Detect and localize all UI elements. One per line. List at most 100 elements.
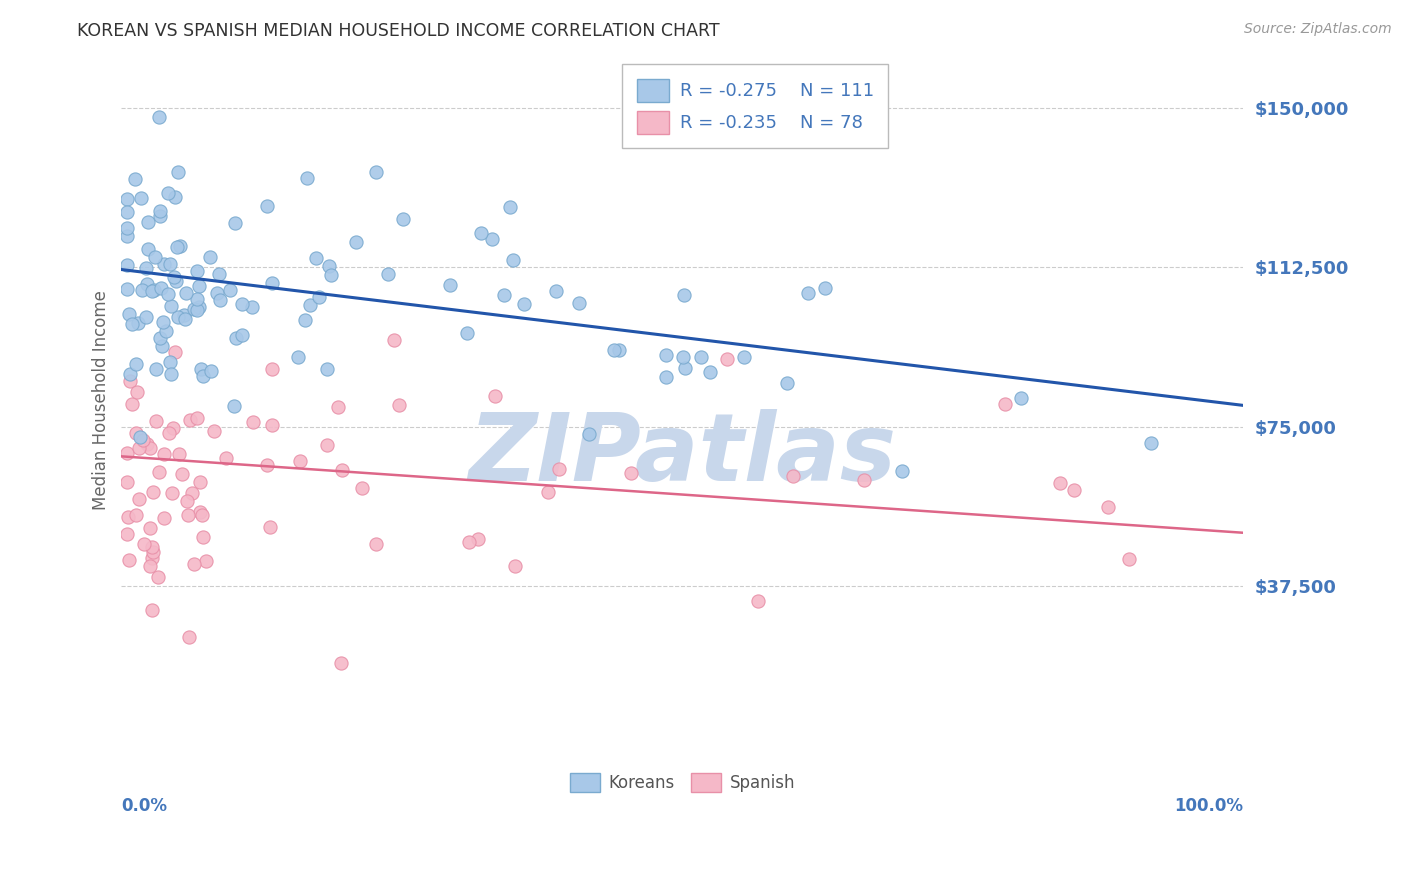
Point bbox=[128, 442, 150, 456]
Point bbox=[183, 301, 205, 316]
Point bbox=[135, 437, 157, 451]
Point bbox=[150, 339, 173, 353]
Point bbox=[191, 508, 214, 522]
Point bbox=[180, 485, 202, 500]
Point bbox=[321, 268, 343, 282]
Point bbox=[225, 331, 247, 345]
Point bbox=[186, 302, 208, 317]
Point bbox=[673, 361, 696, 376]
Point bbox=[136, 242, 159, 256]
Point bbox=[481, 232, 503, 246]
Text: KOREAN VS SPANISH MEDIAN HOUSEHOLD INCOME CORRELATION CHART: KOREAN VS SPANISH MEDIAN HOUSEHOLD INCOM… bbox=[77, 22, 720, 40]
Point bbox=[891, 464, 914, 478]
Point bbox=[503, 558, 526, 573]
Point bbox=[467, 532, 489, 546]
Point bbox=[814, 281, 837, 295]
Point bbox=[115, 526, 138, 541]
Point bbox=[1010, 391, 1032, 405]
Point bbox=[690, 351, 713, 365]
Point bbox=[165, 274, 187, 288]
Point bbox=[152, 447, 174, 461]
Point bbox=[115, 475, 138, 489]
Point bbox=[716, 352, 738, 367]
Point bbox=[115, 205, 138, 219]
Point bbox=[316, 361, 339, 376]
Point bbox=[150, 280, 173, 294]
Point bbox=[173, 308, 195, 322]
Point bbox=[231, 327, 253, 342]
Point bbox=[993, 397, 1015, 411]
Point bbox=[138, 558, 160, 573]
Point bbox=[141, 285, 163, 299]
Point bbox=[167, 447, 190, 461]
Point bbox=[308, 290, 330, 304]
Point bbox=[124, 172, 146, 186]
Point bbox=[439, 278, 461, 293]
Point bbox=[145, 414, 167, 428]
Point bbox=[148, 465, 170, 479]
Point bbox=[141, 603, 163, 617]
Point bbox=[260, 362, 283, 376]
Point bbox=[256, 458, 278, 473]
Point bbox=[155, 324, 177, 338]
Point bbox=[392, 211, 415, 226]
Point bbox=[115, 192, 138, 206]
Point bbox=[318, 260, 340, 274]
Legend: Koreans, Spanish: Koreans, Spanish bbox=[564, 766, 801, 799]
Point bbox=[457, 535, 479, 549]
Point bbox=[782, 469, 804, 483]
Point bbox=[176, 493, 198, 508]
Point bbox=[115, 258, 138, 272]
Point bbox=[456, 326, 478, 340]
Point bbox=[295, 171, 318, 186]
Point bbox=[208, 293, 231, 307]
Point bbox=[174, 285, 197, 300]
Point bbox=[135, 260, 157, 275]
Point bbox=[183, 557, 205, 571]
Point bbox=[256, 199, 278, 213]
Point bbox=[350, 481, 373, 495]
Text: ZIPatlas: ZIPatlas bbox=[468, 409, 897, 501]
Point bbox=[129, 430, 152, 444]
Point bbox=[117, 307, 139, 321]
Point bbox=[655, 347, 678, 361]
Point bbox=[568, 295, 591, 310]
Point bbox=[127, 316, 149, 330]
Point bbox=[470, 226, 492, 240]
Point bbox=[231, 296, 253, 310]
Point bbox=[177, 508, 200, 522]
Point bbox=[129, 191, 152, 205]
Point bbox=[329, 657, 352, 671]
Point bbox=[125, 357, 148, 371]
Point bbox=[152, 315, 174, 329]
Point bbox=[159, 256, 181, 270]
Point bbox=[118, 552, 141, 566]
Point bbox=[388, 398, 411, 412]
Point bbox=[290, 454, 312, 468]
Point bbox=[179, 413, 201, 427]
Text: Source: ZipAtlas.com: Source: ZipAtlas.com bbox=[1244, 22, 1392, 37]
Point bbox=[141, 551, 163, 566]
Point bbox=[125, 508, 148, 523]
Point bbox=[240, 301, 263, 315]
Point bbox=[125, 385, 148, 400]
Point bbox=[219, 283, 242, 297]
Point bbox=[537, 485, 560, 500]
Point bbox=[188, 505, 211, 519]
Point bbox=[578, 426, 600, 441]
Point bbox=[117, 510, 139, 524]
Point bbox=[502, 252, 524, 267]
Point bbox=[215, 450, 238, 465]
Point bbox=[733, 351, 755, 365]
Point bbox=[607, 343, 630, 357]
Point bbox=[672, 351, 695, 365]
Point bbox=[1097, 500, 1119, 514]
Point bbox=[135, 310, 157, 324]
Point bbox=[136, 277, 159, 292]
Point bbox=[167, 310, 190, 324]
Point bbox=[165, 345, 187, 359]
Point bbox=[776, 376, 799, 391]
Point bbox=[156, 186, 179, 200]
Point bbox=[377, 268, 399, 282]
Point bbox=[186, 264, 208, 278]
